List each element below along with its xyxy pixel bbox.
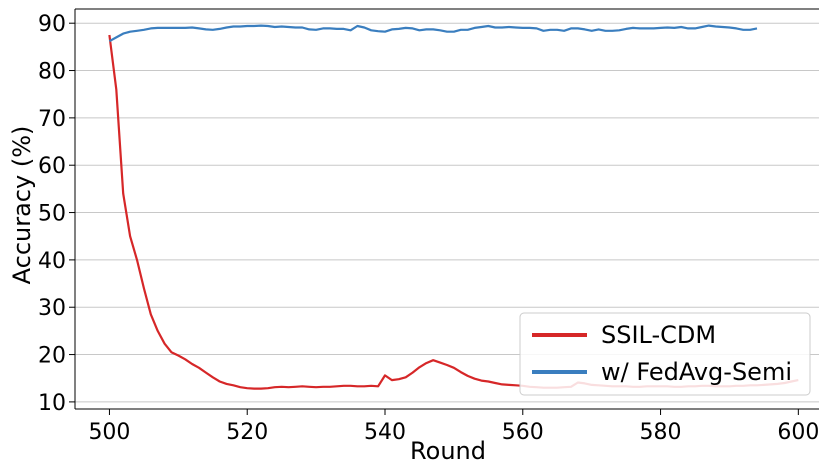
y-tick-label-80: 80: [38, 60, 66, 85]
y-tick-label-50: 50: [38, 202, 66, 227]
x-axis-ticks: 500 520 540 560 580 600: [88, 409, 819, 445]
y-tick-label-40: 40: [38, 249, 66, 274]
y-tick-label-20: 20: [38, 344, 66, 369]
x-tick-label-520: 520: [226, 420, 268, 445]
y-tick-label-90: 90: [38, 12, 66, 37]
x-tick-label-600: 600: [777, 420, 819, 445]
axis-spines: [74, 8, 819, 410]
x-axis-label: Round: [410, 437, 486, 465]
y-tick-label-10: 10: [38, 391, 66, 416]
y-tick-label-30: 30: [38, 296, 66, 321]
legend-label-ssil-cdm: SSIL-CDM: [601, 321, 716, 349]
x-tick-label-560: 560: [502, 420, 544, 445]
y-tick-label-60: 60: [38, 154, 66, 179]
legend-label-fedavg-semi: w/ FedAvg-Semi: [601, 358, 792, 386]
legend: SSIL-CDM w/ FedAvg-Semi: [519, 312, 811, 396]
y-tick-label-70: 70: [38, 107, 66, 132]
gridlines: [75, 22, 819, 403]
y-axis-ticks: 10 20 30 40 50 60 70 80 90: [38, 12, 75, 416]
x-tick-label-500: 500: [88, 420, 130, 445]
series-line-w-fedavg-semi: [108, 24, 758, 43]
legend-box: [519, 312, 811, 396]
y-axis-label: Accuracy (%): [8, 126, 36, 285]
x-tick-label-540: 540: [364, 420, 406, 445]
x-tick-label-580: 580: [640, 420, 682, 445]
